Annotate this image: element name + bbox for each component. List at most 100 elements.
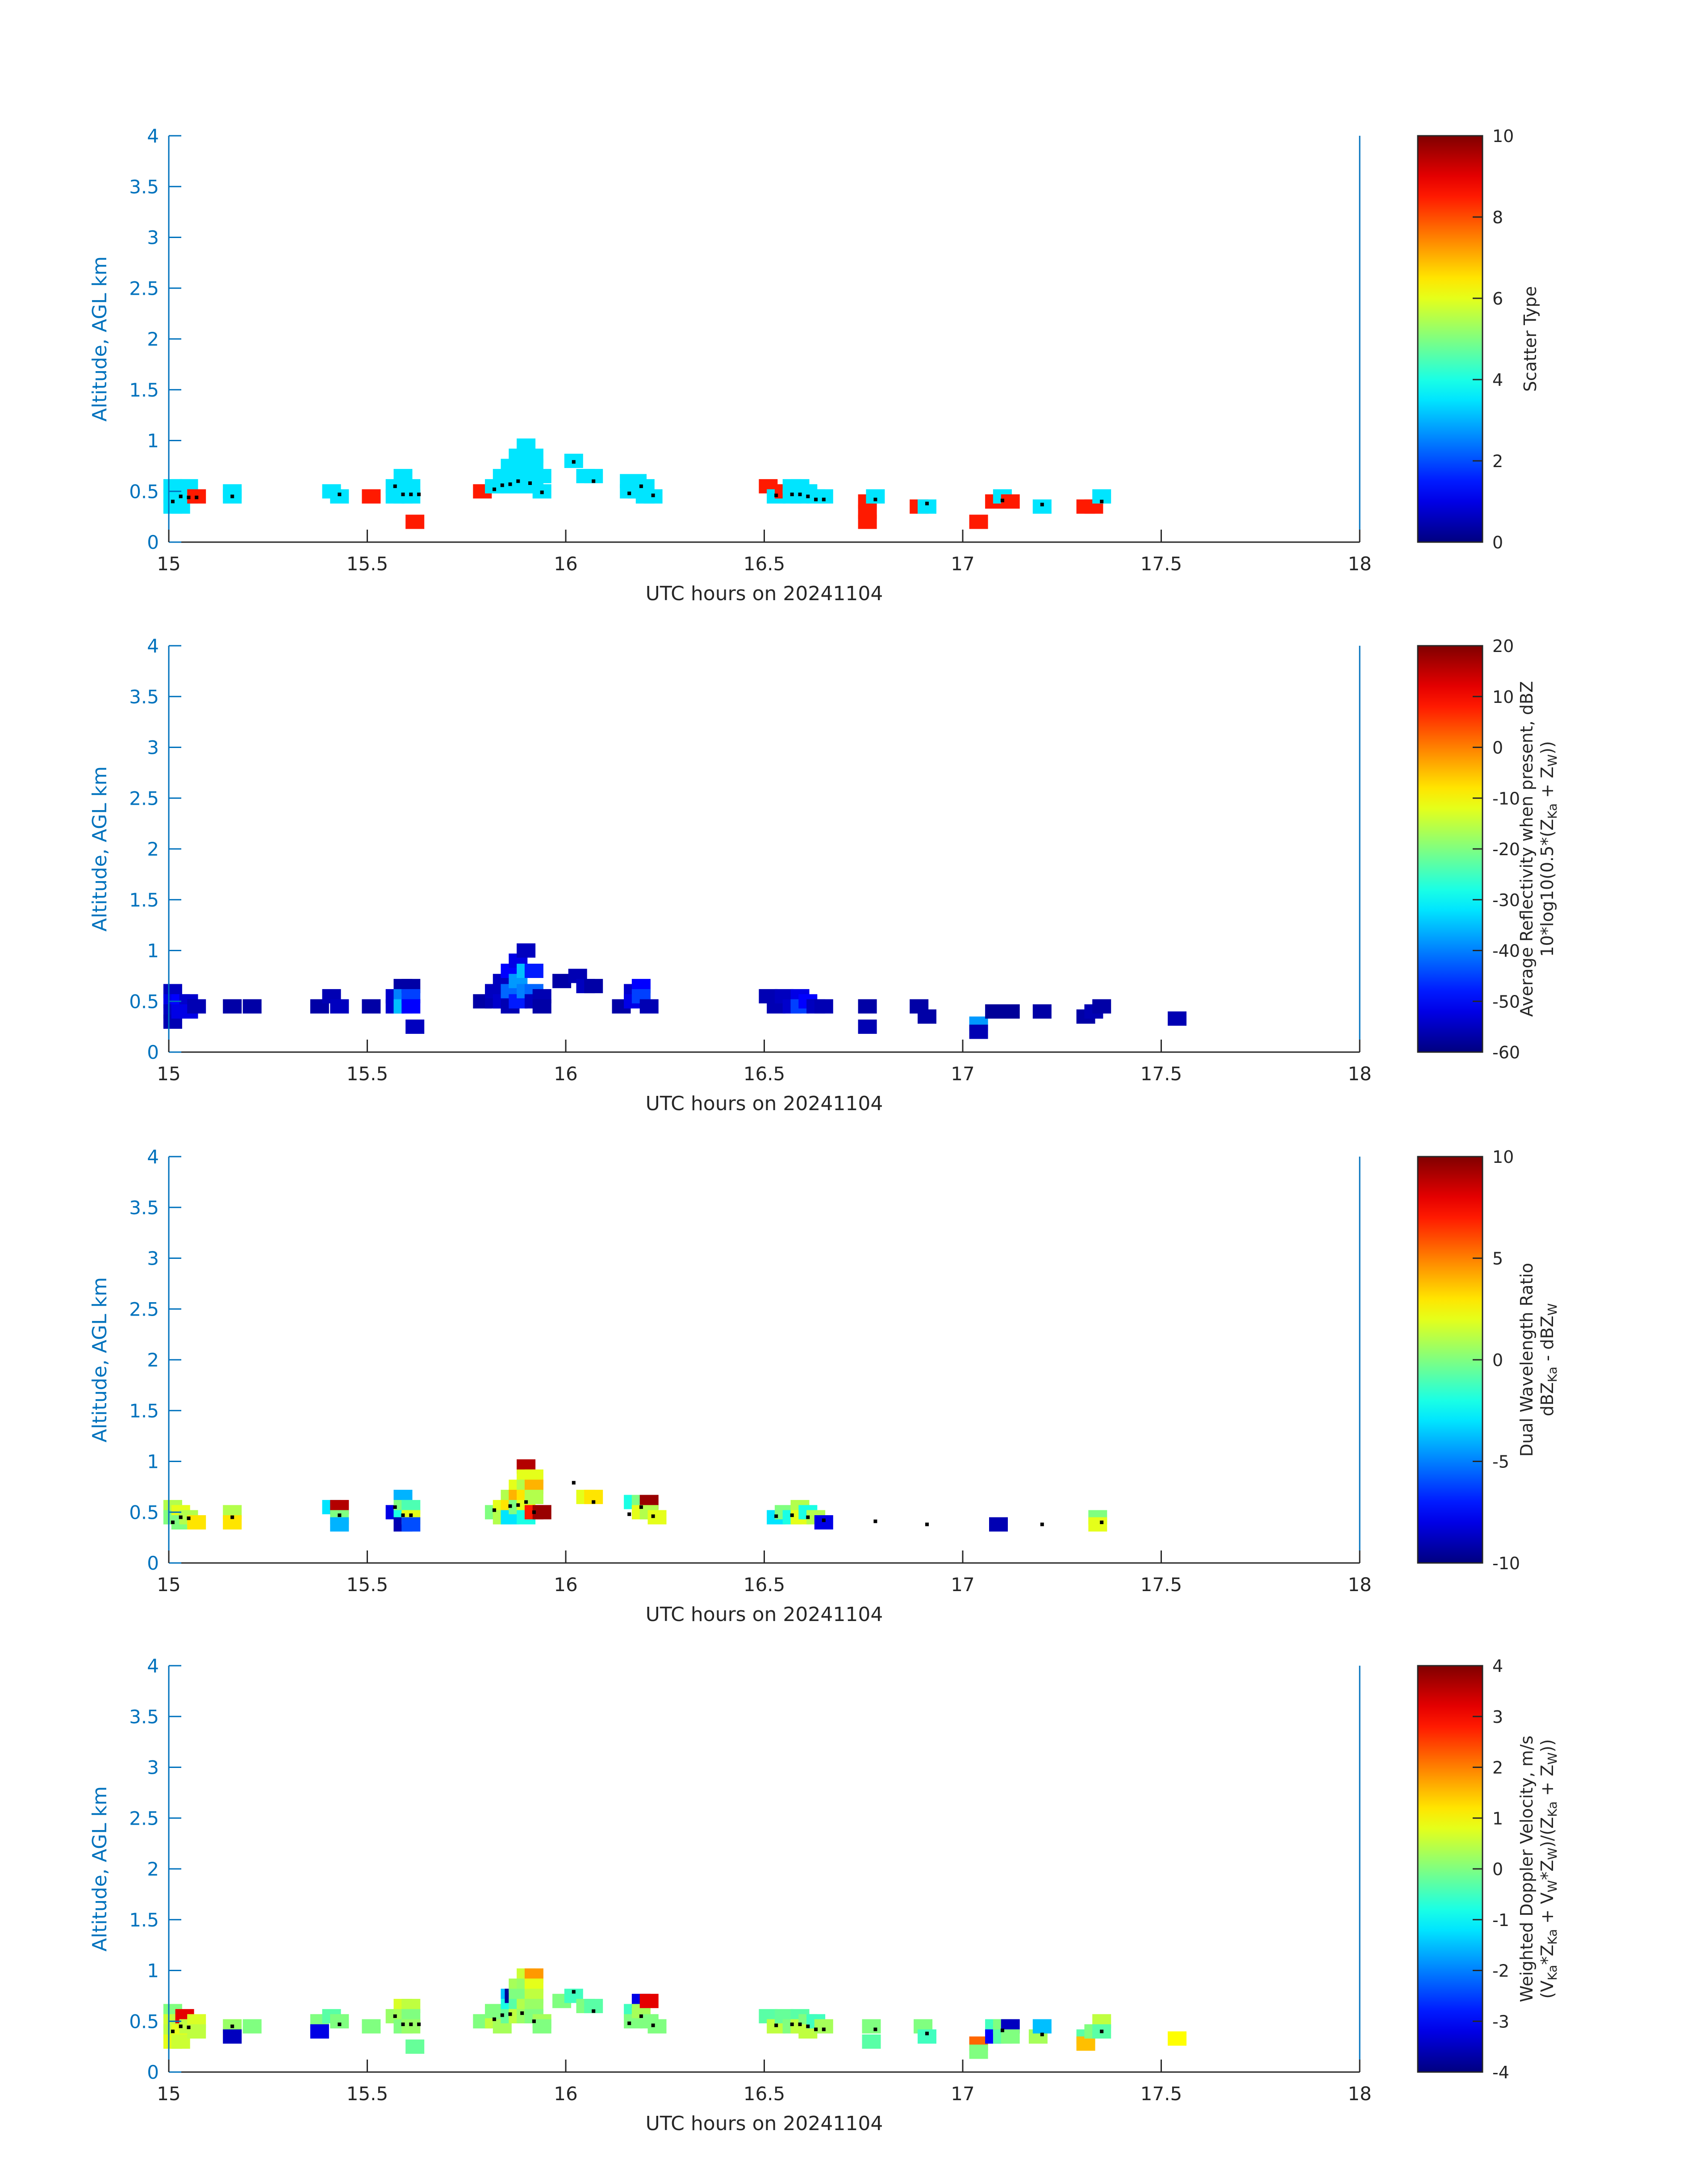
colorbar-tick-label: -5 — [1492, 1452, 1509, 1472]
data-cell — [858, 514, 877, 529]
data-marker — [1000, 2028, 1004, 2032]
y-tick-label: 3.5 — [129, 1197, 159, 1219]
data-marker — [508, 1504, 512, 1508]
panel-dual-wavelength-ratio: 0 0.5 1 1.5 2 2.5 3 3.5 4 15 15.5 16 16.5 17 17.5 18 UTC… — [88, 1146, 1560, 1626]
data-marker — [516, 479, 520, 483]
data-marker — [393, 1505, 397, 1509]
x-tick-label: 16 — [554, 1574, 577, 1596]
x-tick-label: 16.5 — [743, 2083, 785, 2105]
data-marker — [528, 481, 532, 485]
data-cell — [223, 999, 242, 1014]
x-tick-label: 16.5 — [743, 553, 785, 575]
colorbar-tick-label: -4 — [1492, 2063, 1509, 2082]
colorbar-tick-label: -40 — [1492, 941, 1520, 961]
data-marker — [493, 1508, 496, 1512]
data-cell — [862, 2034, 881, 2049]
data-cell — [532, 469, 551, 484]
data-marker — [338, 493, 342, 497]
data-marker — [806, 494, 810, 498]
x-tick-label: 16 — [554, 1063, 577, 1085]
y-tick-label: 0 — [147, 531, 159, 553]
x-tick-label: 17 — [951, 2083, 974, 2105]
data-cell — [1168, 2031, 1187, 2046]
y-tick-label: 1 — [147, 940, 159, 962]
data-cell — [362, 999, 381, 1014]
data-marker — [195, 495, 199, 499]
data-cell — [814, 999, 833, 1014]
data-marker — [627, 2021, 631, 2025]
colorbar-label-line: Average Reflectivity when present, dBZ — [1517, 681, 1537, 1017]
colorbar-label-subscript: Ka — [1545, 1929, 1560, 1945]
x-tick-label: 15 — [157, 1574, 180, 1596]
data-cell — [814, 1515, 833, 1529]
y-tick-label: 0.5 — [129, 1501, 159, 1523]
colorbar-tick-label: 8 — [1492, 208, 1503, 227]
x-tick-label: 18 — [1348, 553, 1371, 575]
x-tick-label: 15 — [157, 2083, 180, 2105]
data-marker — [572, 460, 576, 464]
panel-reflectivity: 0 0.5 1 1.5 2 2.5 3 3.5 4 15 15.5 16 16.5 17 17.5 18 UTC… — [88, 635, 1560, 1115]
data-marker — [179, 494, 183, 498]
data-marker — [179, 1515, 183, 1519]
data-cell — [918, 499, 936, 514]
data-marker — [338, 1513, 342, 1517]
data-marker — [651, 493, 655, 497]
y-tick-label: 3.5 — [129, 1706, 159, 1728]
colorbar-label-segment: + Z — [1537, 1765, 1557, 1801]
data-cell — [1088, 1517, 1107, 1532]
data-marker — [230, 2024, 234, 2028]
x-tick-label: 15.5 — [347, 1574, 388, 1596]
data-marker — [493, 487, 496, 491]
y-axis-label: Altitude, AGL km — [88, 766, 111, 932]
colorbar-tick-label: -1 — [1492, 1910, 1509, 1930]
data-cell — [310, 2024, 329, 2039]
x-tick-label: 17 — [951, 1574, 974, 1596]
data-marker — [401, 2022, 405, 2027]
x-tick-label: 18 — [1348, 1574, 1371, 1596]
colorbar-tick-label: 3 — [1492, 1707, 1503, 1727]
colorbar-label-segment: 10*log10(0.5*(Z — [1537, 819, 1557, 957]
colorbar-tick-label: 5 — [1492, 1249, 1503, 1269]
data-marker — [1100, 1521, 1104, 1524]
data-marker — [1100, 500, 1104, 503]
colorbar-tick-label: 0 — [1492, 533, 1503, 552]
data-cell — [1168, 1011, 1187, 1026]
colorbar — [1417, 1665, 1483, 2073]
y-axis-label: Altitude, AGL km — [88, 1786, 111, 1951]
colorbar-label-subscript: W — [1545, 1880, 1560, 1893]
x-tick-label: 17 — [951, 553, 974, 575]
colorbar-label-segment: *Z — [1537, 1945, 1557, 1965]
data-marker — [925, 501, 929, 506]
x-tick-label: 17.5 — [1140, 1574, 1182, 1596]
y-tick-label: 3.5 — [129, 176, 159, 198]
data-marker — [171, 500, 175, 503]
data-marker — [532, 2019, 536, 2023]
colorbar-label-line: Dual Wavelength Ratio — [1517, 1263, 1537, 1457]
data-marker — [814, 2027, 818, 2031]
data-marker — [500, 483, 504, 487]
x-tick-label: 15.5 — [347, 2083, 388, 2105]
data-cell — [1076, 2036, 1095, 2051]
x-tick-label: 17.5 — [1140, 1063, 1182, 1085]
colorbar-label-segment: *Z — [1537, 1860, 1557, 1880]
data-marker — [822, 1518, 826, 1522]
x-axis-label: UTC hours on 20241104 — [646, 582, 883, 605]
data-cell — [362, 489, 381, 504]
data-cell — [330, 489, 349, 504]
data-marker — [798, 493, 802, 497]
data-marker — [592, 2009, 596, 2013]
x-tick-label: 18 — [1348, 1063, 1371, 1085]
x-tick-label: 17.5 — [1140, 2083, 1182, 2105]
data-cell — [918, 2029, 936, 2044]
data-cell — [401, 489, 421, 504]
data-marker — [639, 2014, 643, 2018]
y-axis-label: Altitude, AGL km — [88, 1277, 111, 1442]
data-marker — [592, 479, 596, 483]
colorbar-tick-label: 2 — [1492, 1758, 1503, 1778]
data-cell — [171, 2034, 190, 2049]
y-tick-label: 2.5 — [129, 1807, 159, 1829]
colorbar-tick-label: -30 — [1492, 890, 1520, 910]
y-tick-label: 3 — [147, 1248, 159, 1270]
colorbar-tick-label: 10 — [1492, 126, 1514, 146]
